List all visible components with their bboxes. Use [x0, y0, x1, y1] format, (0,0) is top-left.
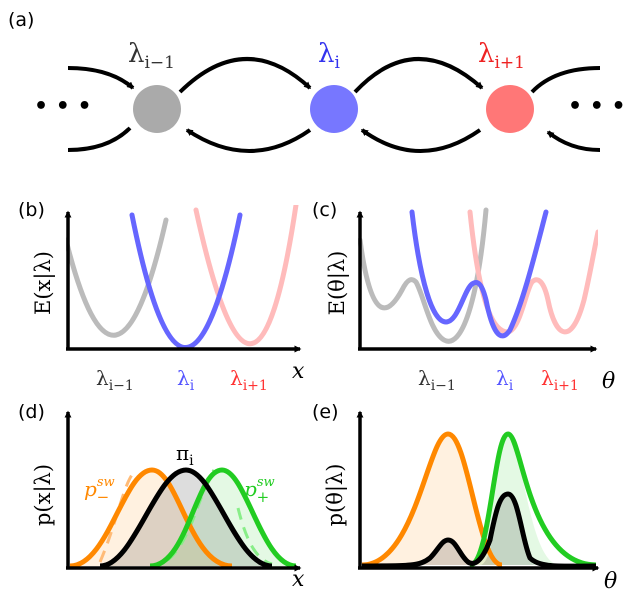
- panel-c-ylabel: E(θ|λ): [325, 251, 350, 316]
- panel-d-ylabel: p(x|λ): [31, 464, 56, 526]
- panel-b-curves: [66, 205, 299, 349]
- panel-c-curves: [358, 207, 598, 344]
- panel-c-tick-i-minus-1: λi−1: [418, 366, 456, 394]
- orange-distribution: [69, 467, 233, 569]
- green-theta-distribution: [468, 431, 597, 568]
- dashed-pplus-right: [236, 507, 273, 566]
- panel-b-xlabel: x: [292, 359, 305, 384]
- pi-theta-distribution: [361, 491, 597, 569]
- panel-d-xlabel: x: [292, 567, 305, 592]
- p-minus-sw-label: psw −: [84, 475, 115, 506]
- panel-c-tick-i-plus-1: λi+1: [541, 366, 579, 394]
- arrow-node2-to-node3: [353, 57, 484, 94]
- panel-b-tick-i-minus-1: λi−1: [96, 366, 134, 394]
- ellipsis-right: • • •: [568, 94, 626, 119]
- panel-b-tick-i-plus-1: λi+1: [230, 366, 268, 394]
- state-node-i-minus-1: [133, 85, 181, 133]
- node-label-i: λi: [318, 39, 340, 73]
- panel-e-ylabel: p(θ|λ): [323, 464, 348, 527]
- orange-theta-distribution: [361, 431, 503, 568]
- panel-e-xlabel: θ: [604, 569, 617, 593]
- chain-arrows: [67, 57, 601, 153]
- node-label-i-minus-1: λi−1: [128, 39, 175, 73]
- panel-label-b: (b): [18, 199, 45, 221]
- panel-c-xlabel: θ: [602, 369, 615, 394]
- state-node-i: [310, 85, 358, 133]
- green-distribution: [149, 467, 297, 569]
- arrow-node1-to-node2: [178, 57, 312, 94]
- arrow-node3-to-node2: [360, 128, 482, 153]
- panel-label-c: (c): [312, 199, 337, 221]
- energy-curve-i: [129, 212, 243, 349]
- panel-label-d: (d): [18, 401, 45, 423]
- panel-b-ylabel: E(x|λ): [31, 251, 56, 315]
- energy-curve-theta-i-minus-1: [358, 207, 489, 344]
- arrow-out-right-top: [530, 66, 601, 94]
- panel-label-e: (e): [312, 401, 339, 423]
- p-plus-sw-label: psw +: [244, 475, 275, 506]
- energy-curve-i-minus-1: [66, 217, 169, 338]
- panel-label-a: (a): [8, 9, 34, 31]
- energy-curve-i-plus-1: [193, 205, 299, 347]
- panel-d-distributions: [69, 467, 297, 569]
- panel-e-distributions: [361, 431, 597, 569]
- arrow-in-right-bottom: [546, 130, 601, 152]
- state-node-i-plus-1: [486, 85, 534, 133]
- arrow-in-left-top: [67, 66, 135, 90]
- pi-distribution: [99, 467, 273, 569]
- pi-i-label: πi: [176, 441, 194, 469]
- panel-b-tick-i: λi: [177, 366, 195, 394]
- node-label-i-plus-1: λi+1: [478, 39, 525, 73]
- arrow-node2-to-node1: [185, 128, 312, 153]
- arrow-out-left-bottom: [67, 126, 132, 152]
- panel-c-tick-i: λi: [496, 366, 514, 394]
- energy-curve-theta-i: [409, 209, 549, 339]
- ellipsis-left: • • •: [34, 94, 92, 119]
